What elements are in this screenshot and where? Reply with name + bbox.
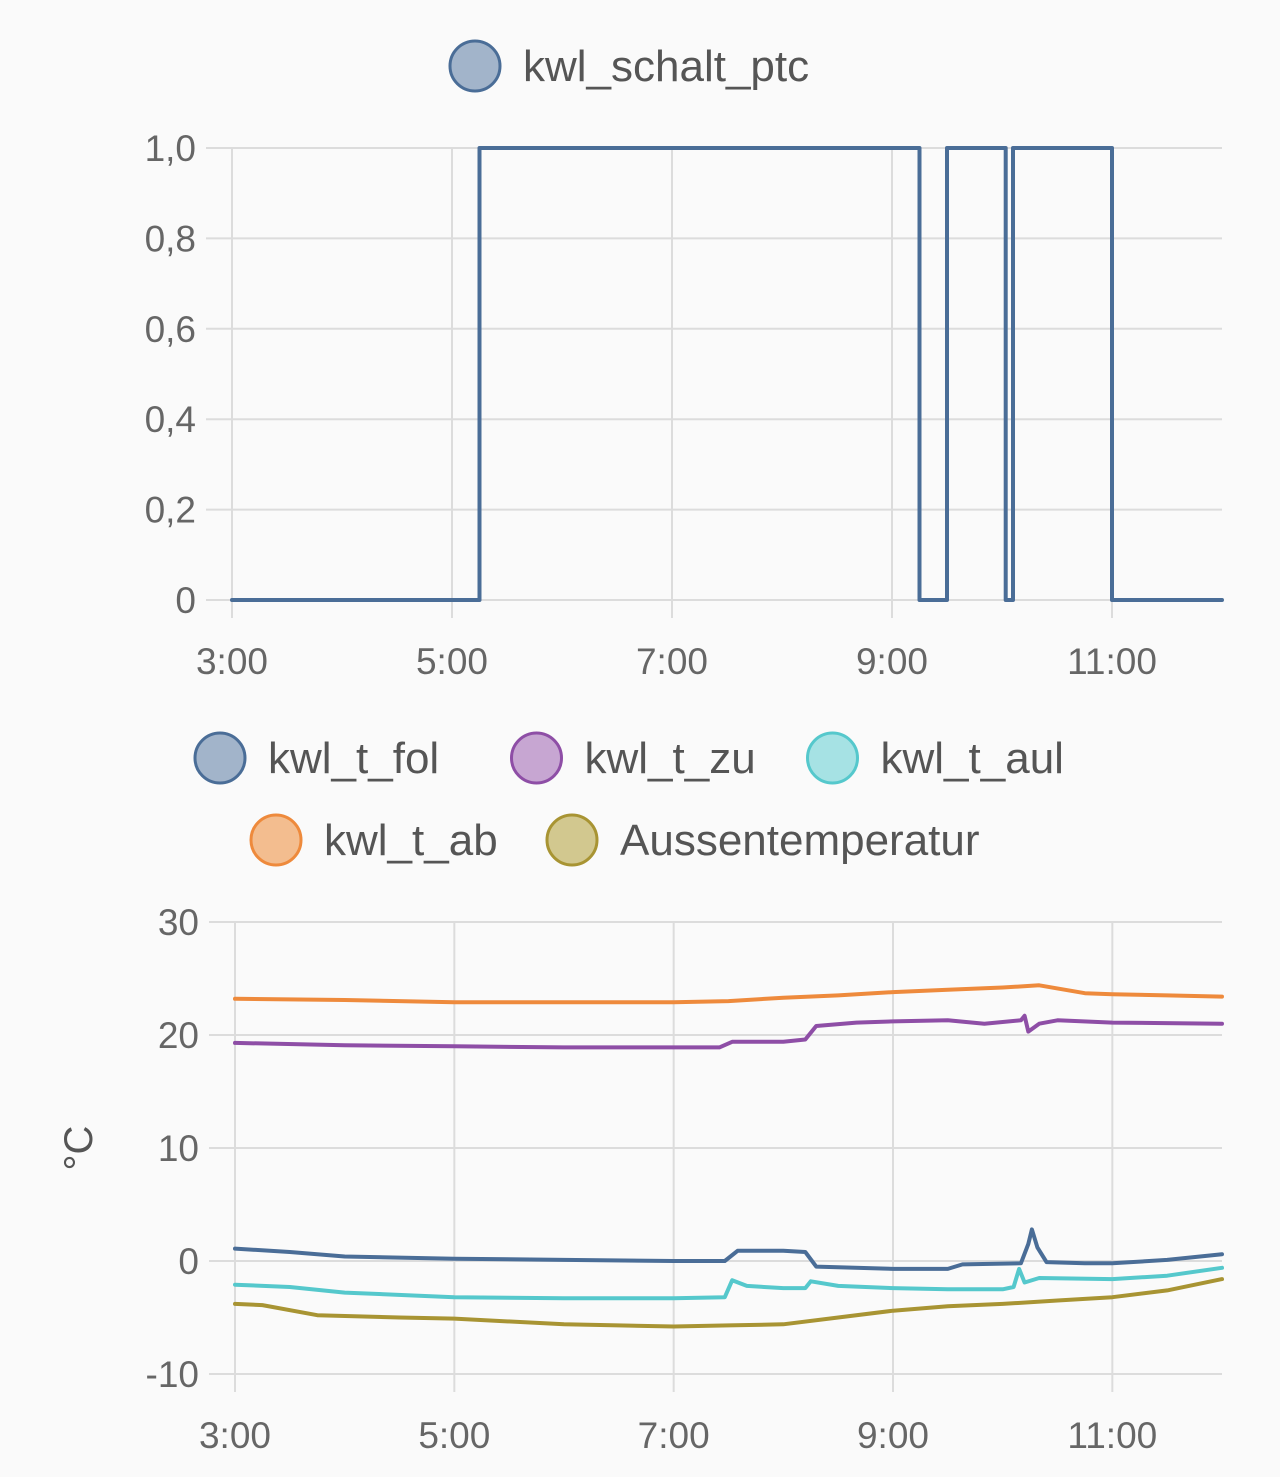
- x-tick-label: 9:00: [857, 1415, 929, 1456]
- x-tick-label: 11:00: [1067, 641, 1157, 682]
- x-tick-label: 7:00: [638, 1415, 710, 1456]
- legend-label-kwl-t-ab: kwl_t_ab: [324, 816, 498, 865]
- series-line-kwl-t-ab: [233, 983, 1224, 1005]
- series-line-kwl-t-aul: [233, 1265, 1224, 1301]
- x-tick-label: 7:00: [636, 641, 708, 682]
- legend-marker-kwl-t-aul: [806, 731, 859, 785]
- x-tick-label: 3:00: [196, 641, 268, 682]
- legend-label-kwl-t-aul: kwl_t_aul: [881, 734, 1064, 783]
- legend-label-kwl-t-zu: kwl_t_zu: [585, 734, 756, 783]
- y-tick-label: 20: [158, 1015, 199, 1056]
- y-tick-label: 0: [178, 1241, 199, 1282]
- temperature-chart: kwl_t_fol kwl_t_zu kwl_t_aul kwl_t_ab Aussen…: [57, 731, 1224, 1456]
- legend-marker-kwl-t-ab: [249, 813, 303, 867]
- legend-marker-kwl-schalt-ptc: [448, 39, 502, 93]
- y-tick-label: 0,8: [145, 218, 196, 259]
- x-tick-label: 5:00: [416, 641, 488, 682]
- x-tick-label: 3:00: [199, 1415, 271, 1456]
- y-axis-label: °C: [57, 1126, 101, 1171]
- y-tick-label: 30: [158, 902, 199, 943]
- y-tick-label: 10: [158, 1128, 199, 1169]
- y-tick-label: 1,0: [145, 128, 196, 169]
- y-tick-label: 0: [175, 580, 196, 621]
- y-tick-label: 0,4: [145, 399, 196, 440]
- series-line-kwl-t-zu: [233, 1013, 1224, 1050]
- series-line-kwl-t-fol: [233, 1227, 1224, 1271]
- x-tick-label: 5:00: [418, 1415, 490, 1456]
- legend-label-kwl-schalt-ptc: kwl_schalt_ptc: [523, 42, 809, 91]
- x-tick-label: 9:00: [856, 641, 928, 682]
- y-tick-label: -10: [146, 1354, 199, 1395]
- legend-marker-aussentemperatur: [545, 813, 599, 867]
- y-tick-label: 0,6: [145, 309, 196, 350]
- x-tick-label: 11:00: [1067, 1415, 1157, 1456]
- series-line-aussentemperatur: [233, 1277, 1224, 1329]
- ptc-switch-chart: kwl_schalt_ptc 0 0,2 0,4 0,6 0,8 1,0 3:00 5:00 7:…: [145, 39, 1224, 682]
- y-tick-label: 0,2: [145, 490, 196, 531]
- legend-marker-kwl-t-zu: [510, 731, 563, 785]
- series-line-kwl-schalt-ptc: [230, 146, 1224, 602]
- legend-label-kwl-t-fol: kwl_t_fol: [268, 734, 439, 783]
- legend-label-aussentemperatur: Aussentemperatur: [620, 816, 980, 865]
- legend-marker-kwl-t-fol: [193, 731, 247, 785]
